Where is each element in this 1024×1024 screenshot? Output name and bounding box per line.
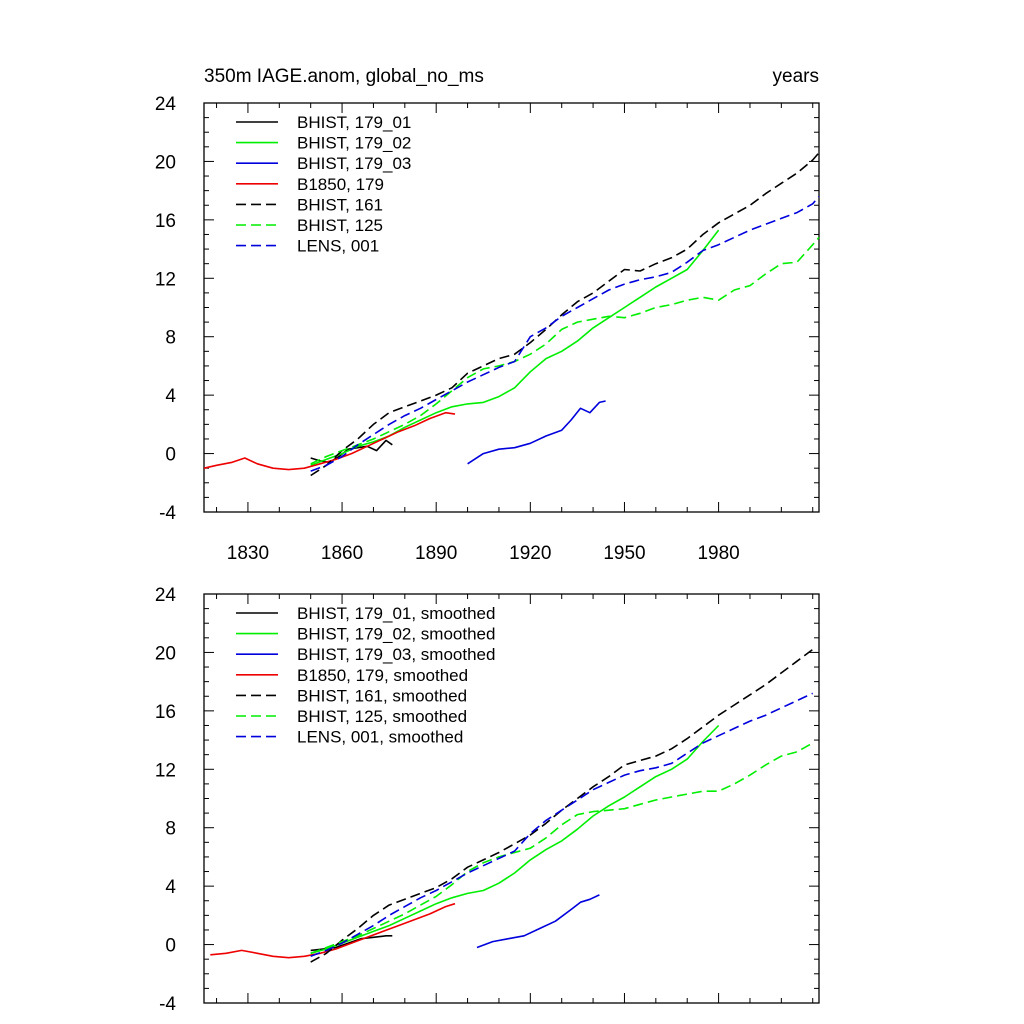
series-line-6: [310, 195, 820, 472]
legend-label: BHIST, 125: [297, 216, 383, 235]
y-tick-label: 4: [165, 877, 176, 898]
x-tick-label: 1860: [321, 543, 363, 564]
chart-title: 350m IAGE.anom, global_no_ms: [204, 66, 484, 87]
y-tick-label: 24: [155, 585, 177, 606]
y-tick-label: 8: [165, 328, 176, 349]
x-tick-label: 1830: [227, 543, 269, 564]
legend-label: BHIST, 179_03, smoothed: [297, 645, 495, 664]
y-tick-label: 16: [155, 702, 176, 723]
series-line-3: [210, 902, 456, 959]
x-tick-label: 1950: [603, 543, 645, 564]
y-tick-label: -4: [159, 994, 176, 1015]
y-tick-label: 12: [155, 760, 176, 781]
y-tick-label: 20: [155, 152, 176, 173]
series-line-2: [467, 400, 606, 465]
legend-label: BHIST, 161, smoothed: [297, 686, 467, 705]
series-line-1: [310, 229, 720, 467]
legend-label: BHIST, 125, smoothed: [297, 707, 467, 726]
legend-label: BHIST, 179_03: [297, 154, 411, 173]
series-line-1: [310, 724, 720, 955]
legend-label: BHIST, 179_02, smoothed: [297, 625, 495, 644]
chart-units-label: years: [773, 66, 819, 87]
legend-label: BHIST, 179_01, smoothed: [297, 604, 495, 623]
legend-label: LENS, 001, smoothed: [297, 728, 463, 747]
y-tick-label: 24: [155, 94, 177, 115]
series-line-5: [310, 742, 814, 955]
legend-label: B1850, 179, smoothed: [297, 666, 468, 685]
x-tick-label: 1890: [415, 543, 457, 564]
legend-label: B1850, 179: [297, 175, 384, 194]
legend-label: BHIST, 179_01: [297, 113, 411, 132]
series-line-3: [203, 411, 456, 471]
series-line-4: [310, 152, 820, 477]
y-tick-label: 4: [165, 386, 176, 407]
y-tick-label: 12: [155, 269, 176, 290]
y-tick-label: 8: [165, 819, 176, 840]
y-tick-label: 0: [165, 936, 176, 957]
y-tick-label: 0: [165, 445, 176, 466]
x-tick-label: 1980: [697, 543, 739, 564]
bottom-panel: -4 0 4 8 12 16 20 24 BHIST, 179_01, smoothed BHIS…: [155, 585, 820, 1015]
y-tick-label: -4: [159, 503, 176, 524]
legend-label: LENS, 001: [297, 237, 379, 256]
y-tick-label: 16: [155, 211, 176, 232]
series-line-2: [476, 894, 600, 949]
series-line-5: [310, 236, 820, 465]
x-tick-label: 1920: [509, 543, 551, 564]
y-tick-label: 20: [155, 643, 176, 664]
top-panel: 1830 1860 1890 1920 1950 1980 -4 0 4 8 12 16 20 24 BHI…: [155, 94, 820, 564]
legend-label: BHIST, 161: [297, 195, 383, 214]
legend-label: BHIST, 179_02: [297, 134, 411, 153]
series-line-6: [310, 692, 814, 958]
